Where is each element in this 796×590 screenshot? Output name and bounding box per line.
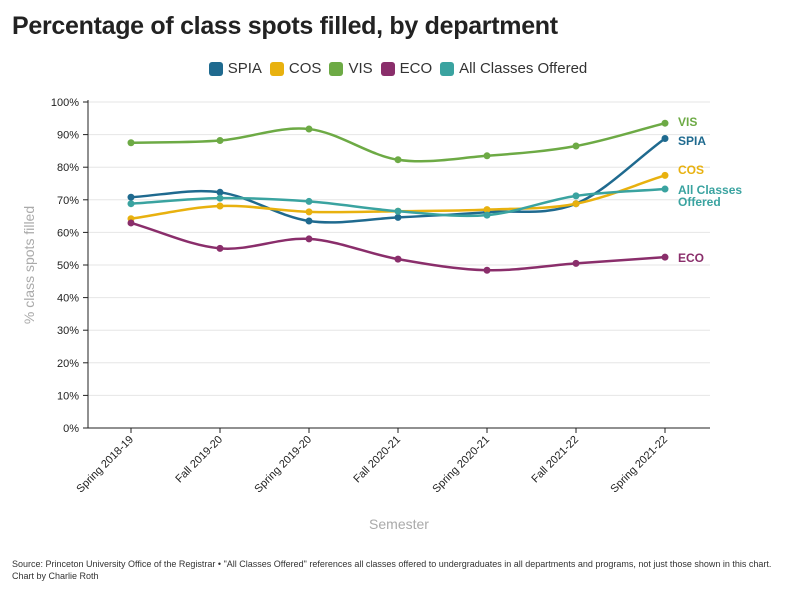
end-label: All Classes xyxy=(678,183,742,197)
end-label: ECO xyxy=(678,251,704,265)
y-tick-label: 30% xyxy=(57,325,79,337)
data-point xyxy=(661,171,669,179)
data-point xyxy=(483,206,491,214)
legend: SPIA COS VIS ECO All Classes Offered xyxy=(0,60,796,77)
legend-item: VIS xyxy=(329,60,373,77)
data-point xyxy=(661,253,669,261)
y-tick-label: 40% xyxy=(57,293,79,305)
end-label: COS xyxy=(678,163,704,177)
data-point xyxy=(305,197,313,205)
data-point xyxy=(394,207,402,215)
y-axis-label: % class spots filled xyxy=(21,206,37,324)
data-point xyxy=(216,194,224,202)
x-tick-label: Spring 2021-22 xyxy=(608,434,670,496)
x-tick-label: Fall 2021-22 xyxy=(529,434,581,486)
y-tick-label: 80% xyxy=(57,162,79,174)
legend-label: COS xyxy=(288,60,322,77)
data-point xyxy=(661,185,669,193)
chart-title: Percentage of class spots filled, by dep… xyxy=(12,12,558,40)
end-label: VIS xyxy=(678,115,697,129)
legend-swatch xyxy=(380,61,395,76)
data-point xyxy=(305,217,313,225)
legend-label: ECO xyxy=(399,60,433,77)
legend-item: SPIA xyxy=(208,60,262,77)
data-point xyxy=(127,200,135,208)
x-axis-label: Semester xyxy=(369,516,429,532)
data-point xyxy=(572,259,580,267)
data-point xyxy=(127,139,135,147)
y-tick-label: 0% xyxy=(63,423,79,435)
x-tick-label: Spring 2020-21 xyxy=(430,434,492,496)
data-point xyxy=(305,125,313,133)
y-tick-label: 10% xyxy=(57,390,79,402)
end-label: SPIA xyxy=(678,134,706,148)
y-tick-label: 60% xyxy=(57,227,79,239)
data-point xyxy=(572,142,580,150)
y-tick-label: 50% xyxy=(57,260,79,272)
x-tick-label: Fall 2019-20 xyxy=(173,434,225,486)
data-point xyxy=(216,136,224,144)
data-point xyxy=(572,200,580,208)
data-point xyxy=(483,211,491,219)
data-point xyxy=(305,235,313,243)
series-line xyxy=(130,121,666,163)
legend-swatch xyxy=(269,61,284,76)
legend-swatch xyxy=(208,61,223,76)
data-point xyxy=(394,213,402,221)
y-tick-label: 20% xyxy=(57,358,79,370)
source-text: Source: Princeton University Office of t… xyxy=(12,559,772,569)
legend-swatch xyxy=(440,61,455,76)
legend-item: COS xyxy=(269,60,322,77)
legend-label: SPIA xyxy=(227,60,262,77)
x-tick-label: Spring 2019-20 xyxy=(252,434,314,496)
legend-label: VIS xyxy=(348,60,373,77)
series-line xyxy=(130,221,666,272)
legend-item: All Classes Offered xyxy=(440,60,587,77)
x-tick-label: Fall 2020-21 xyxy=(351,434,403,486)
legend-item: ECO xyxy=(380,60,433,77)
source-note: Source: Princeton University Office of t… xyxy=(12,558,771,582)
end-label: Offered xyxy=(678,195,721,209)
y-tick-label: 100% xyxy=(51,97,79,109)
data-point xyxy=(394,156,402,164)
data-point xyxy=(216,188,224,196)
series-eco: ECO xyxy=(127,219,704,274)
data-point xyxy=(305,208,313,216)
legend-label: All Classes Offered xyxy=(459,60,588,77)
data-point xyxy=(127,193,135,201)
data-point xyxy=(394,255,402,263)
legend-swatch xyxy=(329,61,344,76)
data-point xyxy=(127,219,135,227)
series-vis: VIS xyxy=(127,115,697,164)
x-tick-label: Spring 2018-19 xyxy=(74,434,136,496)
data-point xyxy=(483,152,491,160)
data-point xyxy=(661,135,669,143)
y-tick-label: 90% xyxy=(57,130,79,142)
data-point xyxy=(216,244,224,252)
data-point xyxy=(216,202,224,210)
data-point xyxy=(572,192,580,200)
data-point xyxy=(483,266,491,274)
y-tick-label: 70% xyxy=(57,195,79,207)
credit-text: Chart by Charlie Roth xyxy=(12,571,99,581)
data-point xyxy=(661,119,669,127)
